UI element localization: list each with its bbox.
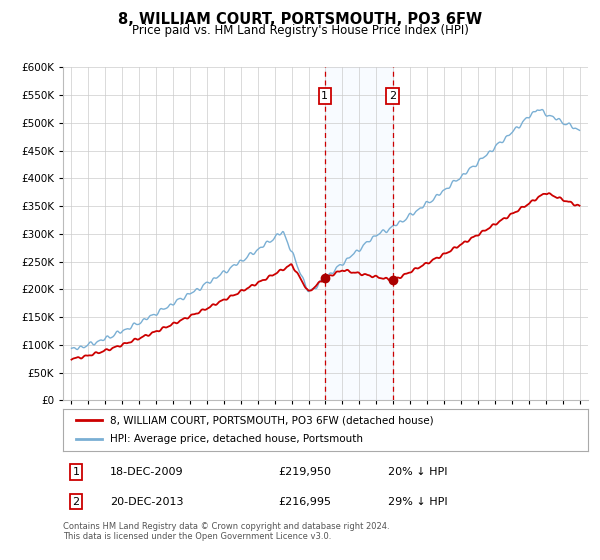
Text: 1: 1 xyxy=(322,91,328,101)
Text: Contains HM Land Registry data © Crown copyright and database right 2024.
This d: Contains HM Land Registry data © Crown c… xyxy=(63,522,389,542)
Text: 29% ↓ HPI: 29% ↓ HPI xyxy=(389,497,448,507)
Text: 8, WILLIAM COURT, PORTSMOUTH, PO3 6FW (detached house): 8, WILLIAM COURT, PORTSMOUTH, PO3 6FW (d… xyxy=(110,415,434,425)
Text: £216,995: £216,995 xyxy=(278,497,331,507)
Text: 2: 2 xyxy=(389,91,396,101)
Text: 20-DEC-2013: 20-DEC-2013 xyxy=(110,497,184,507)
Bar xyxy=(325,67,392,400)
Text: Price paid vs. HM Land Registry's House Price Index (HPI): Price paid vs. HM Land Registry's House … xyxy=(131,24,469,36)
Text: 2: 2 xyxy=(73,497,80,507)
Text: 8, WILLIAM COURT, PORTSMOUTH, PO3 6FW: 8, WILLIAM COURT, PORTSMOUTH, PO3 6FW xyxy=(118,12,482,27)
Text: 1: 1 xyxy=(73,467,80,477)
Text: 18-DEC-2009: 18-DEC-2009 xyxy=(110,467,184,477)
Text: HPI: Average price, detached house, Portsmouth: HPI: Average price, detached house, Port… xyxy=(110,435,363,445)
Text: £219,950: £219,950 xyxy=(278,467,331,477)
Text: 20% ↓ HPI: 20% ↓ HPI xyxy=(389,467,448,477)
